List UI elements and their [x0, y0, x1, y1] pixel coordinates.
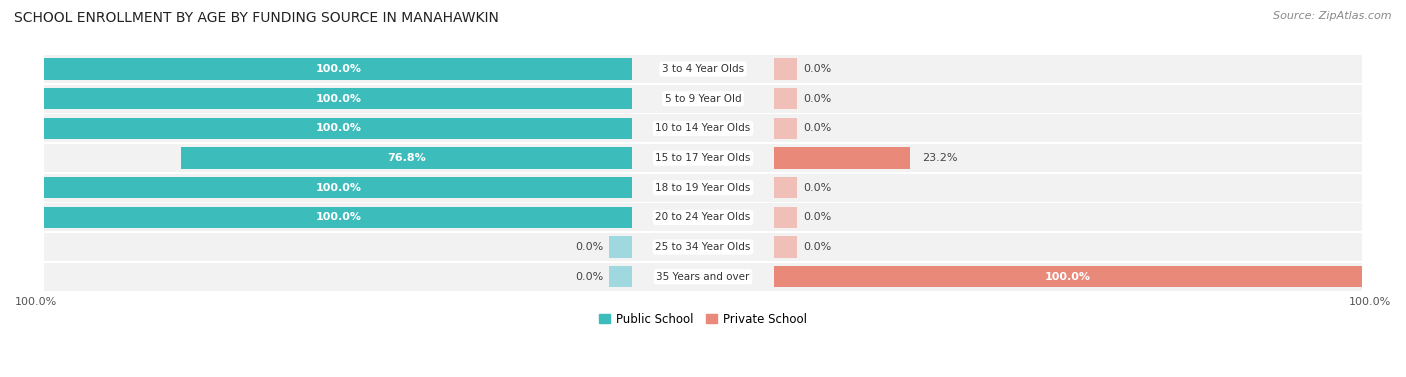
Bar — [45, 113, 1361, 143]
Bar — [773, 177, 797, 198]
Text: Source: ZipAtlas.com: Source: ZipAtlas.com — [1274, 11, 1392, 21]
Text: 5 to 9 Year Old: 5 to 9 Year Old — [665, 94, 741, 104]
Bar — [773, 266, 1361, 287]
Bar — [45, 173, 1361, 202]
Text: 10 to 14 Year Olds: 10 to 14 Year Olds — [655, 123, 751, 133]
Bar — [773, 236, 797, 258]
Text: 18 to 19 Year Olds: 18 to 19 Year Olds — [655, 183, 751, 193]
Bar — [773, 118, 797, 139]
Text: 20 to 24 Year Olds: 20 to 24 Year Olds — [655, 212, 751, 222]
Text: 0.0%: 0.0% — [803, 64, 831, 74]
Bar — [45, 174, 1361, 202]
Text: 25 to 34 Year Olds: 25 to 34 Year Olds — [655, 242, 751, 252]
Text: 0.0%: 0.0% — [575, 272, 603, 282]
Text: 100.0%: 100.0% — [315, 123, 361, 133]
Text: 0.0%: 0.0% — [575, 242, 603, 252]
Text: 23.2%: 23.2% — [922, 153, 957, 163]
Bar — [45, 54, 1361, 84]
Text: 15 to 17 Year Olds: 15 to 17 Year Olds — [655, 153, 751, 163]
Text: 100.0%: 100.0% — [15, 297, 58, 308]
Text: 100.0%: 100.0% — [315, 64, 361, 74]
Text: 0.0%: 0.0% — [803, 212, 831, 222]
Text: 0.0%: 0.0% — [803, 94, 831, 104]
Bar — [773, 207, 797, 228]
Bar — [45, 233, 1361, 261]
Bar — [773, 88, 797, 109]
Bar — [45, 207, 633, 228]
Text: 0.0%: 0.0% — [803, 242, 831, 252]
Bar — [45, 118, 633, 139]
Bar — [181, 147, 633, 169]
Text: 100.0%: 100.0% — [315, 183, 361, 193]
Bar — [45, 84, 1361, 113]
Bar — [773, 147, 910, 169]
Bar — [45, 204, 1361, 231]
Bar — [609, 266, 633, 287]
Text: 100.0%: 100.0% — [315, 94, 361, 104]
Bar — [45, 114, 1361, 142]
Bar — [45, 177, 633, 198]
Text: 100.0%: 100.0% — [315, 212, 361, 222]
Bar — [45, 88, 633, 109]
Text: 100.0%: 100.0% — [1045, 272, 1091, 282]
Legend: Public School, Private School: Public School, Private School — [593, 308, 813, 330]
Bar — [45, 55, 1361, 83]
Text: 76.8%: 76.8% — [387, 153, 426, 163]
Bar — [45, 144, 1361, 172]
Text: 0.0%: 0.0% — [803, 183, 831, 193]
Text: 3 to 4 Year Olds: 3 to 4 Year Olds — [662, 64, 744, 74]
Bar — [45, 85, 1361, 113]
Bar — [45, 262, 1361, 291]
Bar — [609, 236, 633, 258]
Text: 35 Years and over: 35 Years and over — [657, 272, 749, 282]
Bar — [45, 202, 1361, 232]
Text: SCHOOL ENROLLMENT BY AGE BY FUNDING SOURCE IN MANAHAWKIN: SCHOOL ENROLLMENT BY AGE BY FUNDING SOUR… — [14, 11, 499, 25]
Bar — [45, 263, 1361, 291]
Bar — [45, 232, 1361, 262]
Bar — [45, 58, 633, 80]
Bar — [45, 143, 1361, 173]
Text: 100.0%: 100.0% — [1348, 297, 1391, 308]
Text: 0.0%: 0.0% — [803, 123, 831, 133]
Bar — [773, 58, 797, 80]
